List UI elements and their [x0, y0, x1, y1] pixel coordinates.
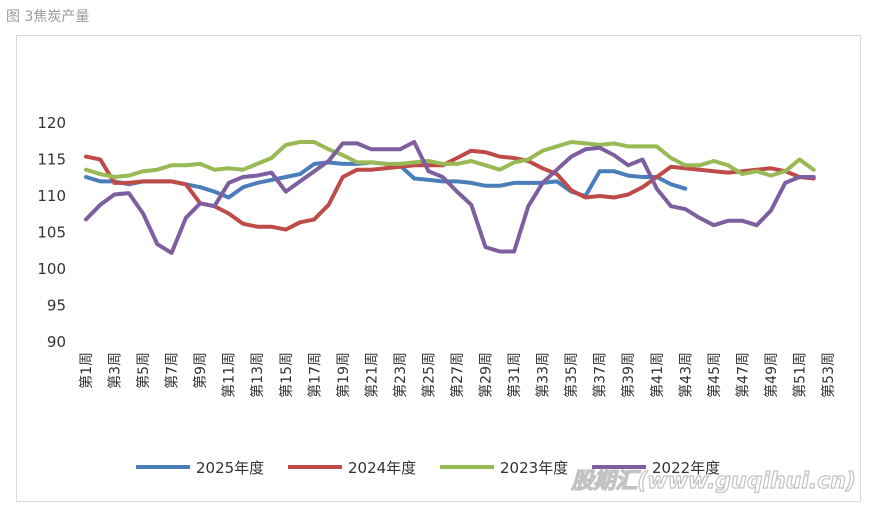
x-tick-label: 第3周 [107, 352, 124, 389]
x-tick-label: 第9周 [192, 352, 209, 389]
x-tick-label: 第1周 [78, 352, 95, 389]
x-tick-label: 第47周 [734, 352, 751, 398]
x-tick-label: 第5周 [135, 352, 152, 389]
x-tick-label: 第29周 [478, 352, 495, 398]
x-tick-label: 第53周 [820, 352, 837, 398]
x-tick-label: 第37周 [592, 352, 609, 398]
y-tick-label: 95 [47, 297, 66, 315]
y-tick-label: 115 [37, 151, 66, 169]
x-tick-label: 第17周 [306, 352, 323, 398]
x-tick-label: 第19周 [335, 352, 352, 398]
x-tick-label: 第31周 [506, 352, 523, 398]
watermark: 股期汇(www.guqihui.cn) [570, 469, 856, 494]
series-line-2022年度 [84, 140, 816, 255]
x-tick-label: 第41周 [649, 352, 666, 398]
y-tick-label: 105 [37, 224, 66, 242]
series-line-2023年度 [84, 140, 816, 179]
legend: 2025年度 2024年度 2023年度 2022年度 [136, 459, 720, 477]
y-tick-label: 90 [47, 333, 66, 351]
x-tick-label: 第33周 [535, 352, 552, 398]
x-tick-label: 第35周 [563, 352, 580, 398]
x-tick-label: 第25周 [420, 352, 437, 398]
x-tick-label: 第43周 [677, 352, 694, 398]
x-tick-label: 第13周 [249, 352, 266, 398]
x-tick-label: 第15周 [278, 352, 295, 398]
x-tick-label: 第21周 [363, 352, 380, 398]
chart-frame [16, 35, 861, 502]
x-tick-label: 第45周 [706, 352, 723, 398]
x-tick-label: 第27周 [449, 352, 466, 398]
y-axis: 90 95 100 105 110 115 120 [37, 114, 66, 351]
y-tick-label: 100 [37, 260, 66, 278]
x-tick-label: 第49周 [763, 352, 780, 398]
x-axis: 第1周 第3周 第5周 第7周 第9周 第11周 第13周 第15周 第17周 第19周 第21周第… [78, 352, 837, 398]
x-tick-label: 第23周 [392, 352, 409, 398]
x-tick-label: 第39周 [620, 352, 637, 398]
x-tick-label: 第11周 [221, 352, 238, 398]
y-tick-label: 110 [37, 187, 66, 205]
legend-label: 2022年度 [652, 459, 720, 477]
legend-label: 2024年度 [348, 459, 416, 477]
series-lines [84, 140, 816, 255]
legend-label: 2023年度 [500, 459, 568, 477]
y-tick-label: 120 [37, 114, 66, 132]
legend-label: 2025年度 [196, 459, 264, 477]
x-tick-label: 第51周 [791, 352, 808, 398]
x-tick-label: 第7周 [164, 352, 181, 389]
figure-label: 图 3焦炭产量 [6, 9, 90, 25]
